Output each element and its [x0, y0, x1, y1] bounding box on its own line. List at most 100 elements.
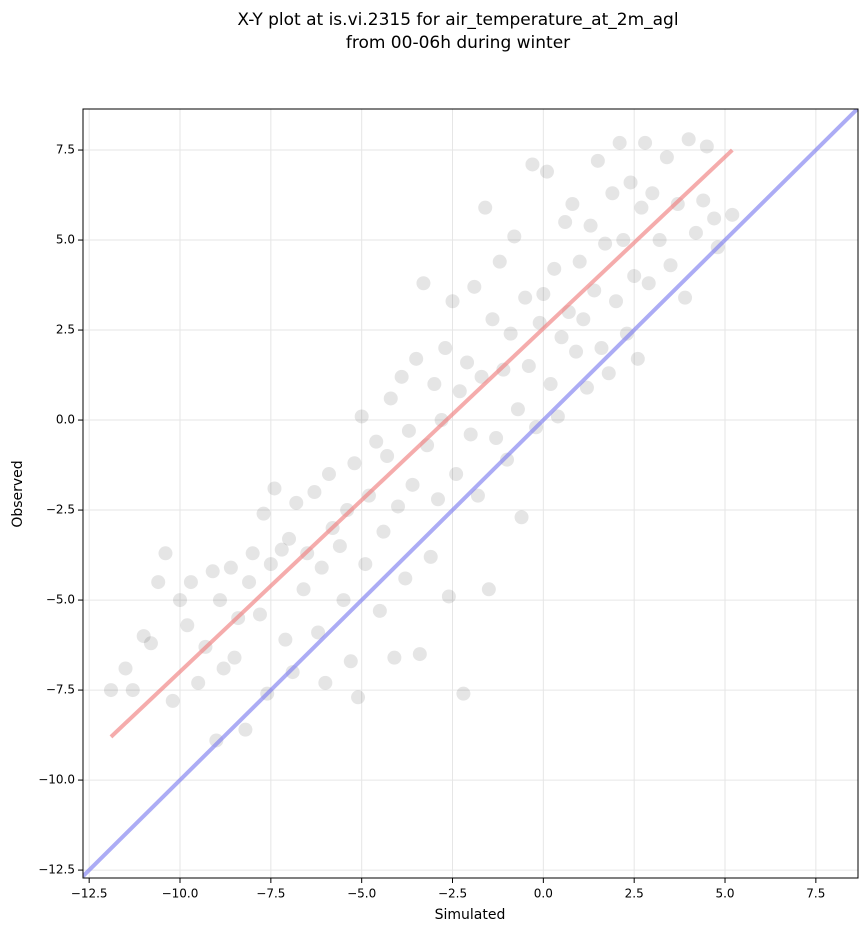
- point: [332, 539, 347, 554]
- point: [103, 683, 118, 698]
- point: [634, 200, 649, 215]
- point: [351, 690, 366, 705]
- point: [383, 391, 398, 406]
- chart-title: from 00-06h during winter: [346, 33, 570, 53]
- point: [441, 589, 456, 604]
- point: [151, 575, 166, 590]
- point: [514, 510, 529, 525]
- point: [616, 233, 631, 248]
- point: [681, 132, 696, 147]
- point: [696, 193, 711, 208]
- x-tick-label: 5.0: [715, 887, 734, 901]
- point: [227, 650, 242, 665]
- point: [645, 186, 660, 201]
- point: [158, 546, 173, 561]
- point: [510, 402, 525, 417]
- y-tick-label: −2.5: [46, 503, 75, 517]
- x-tick-label: −12.5: [71, 887, 108, 901]
- point: [209, 733, 224, 748]
- point: [460, 355, 475, 370]
- point: [630, 351, 645, 366]
- y-tick-label: −10.0: [38, 773, 75, 787]
- point: [601, 366, 616, 381]
- point: [543, 377, 558, 392]
- x-tick-label: −5.0: [347, 887, 376, 901]
- point: [500, 452, 515, 467]
- y-tick-label: −12.5: [38, 863, 75, 877]
- point: [619, 326, 634, 341]
- point: [492, 254, 507, 269]
- point: [412, 647, 427, 662]
- point: [256, 506, 271, 521]
- point: [558, 215, 573, 230]
- point: [576, 312, 591, 327]
- point: [136, 629, 151, 644]
- point: [423, 549, 438, 564]
- point: [321, 467, 336, 482]
- point: [663, 258, 678, 273]
- point: [165, 693, 180, 708]
- y-tick-label: −5.0: [46, 593, 75, 607]
- point: [216, 661, 231, 676]
- point: [285, 665, 300, 680]
- point: [125, 683, 140, 698]
- x-tick-label: −2.5: [438, 887, 467, 901]
- point: [641, 276, 656, 291]
- x-tick-label: 0.0: [534, 887, 553, 901]
- point: [554, 330, 569, 345]
- point: [409, 351, 424, 366]
- fit-line: [83, 109, 858, 878]
- point: [296, 582, 311, 597]
- point: [430, 492, 445, 507]
- point: [590, 153, 605, 168]
- point: [369, 434, 384, 449]
- x-tick-label: 2.5: [625, 887, 644, 901]
- point: [583, 218, 598, 233]
- point: [238, 722, 253, 737]
- point: [627, 269, 642, 284]
- point: [496, 362, 511, 377]
- point: [507, 229, 522, 244]
- point: [659, 150, 674, 165]
- point: [278, 632, 293, 647]
- x-tick-label: −10.0: [162, 887, 199, 901]
- point: [242, 575, 257, 590]
- point: [401, 423, 416, 438]
- point: [376, 524, 391, 539]
- fit-line: [109, 148, 734, 739]
- point: [318, 675, 333, 690]
- point: [536, 287, 551, 302]
- x-tick-label: −7.5: [256, 887, 285, 901]
- point: [427, 377, 442, 392]
- point: [452, 384, 467, 399]
- point: [252, 607, 267, 622]
- point: [445, 294, 460, 309]
- point: [539, 164, 554, 179]
- point: [314, 560, 329, 575]
- point: [223, 560, 238, 575]
- plot-area: [83, 109, 858, 878]
- point: [191, 675, 206, 690]
- point: [380, 449, 395, 464]
- point: [405, 477, 420, 492]
- point: [456, 686, 471, 701]
- point: [394, 369, 409, 384]
- point: [598, 236, 613, 251]
- point: [307, 485, 322, 500]
- point: [282, 531, 297, 546]
- point: [609, 294, 624, 309]
- point: [547, 261, 562, 276]
- point: [550, 409, 565, 424]
- point: [638, 135, 653, 150]
- point: [699, 139, 714, 154]
- point: [470, 488, 485, 503]
- point: [387, 650, 402, 665]
- point: [398, 571, 413, 586]
- point: [183, 575, 198, 590]
- point: [173, 593, 188, 608]
- point: [565, 197, 580, 212]
- point: [391, 499, 406, 514]
- point: [485, 312, 500, 327]
